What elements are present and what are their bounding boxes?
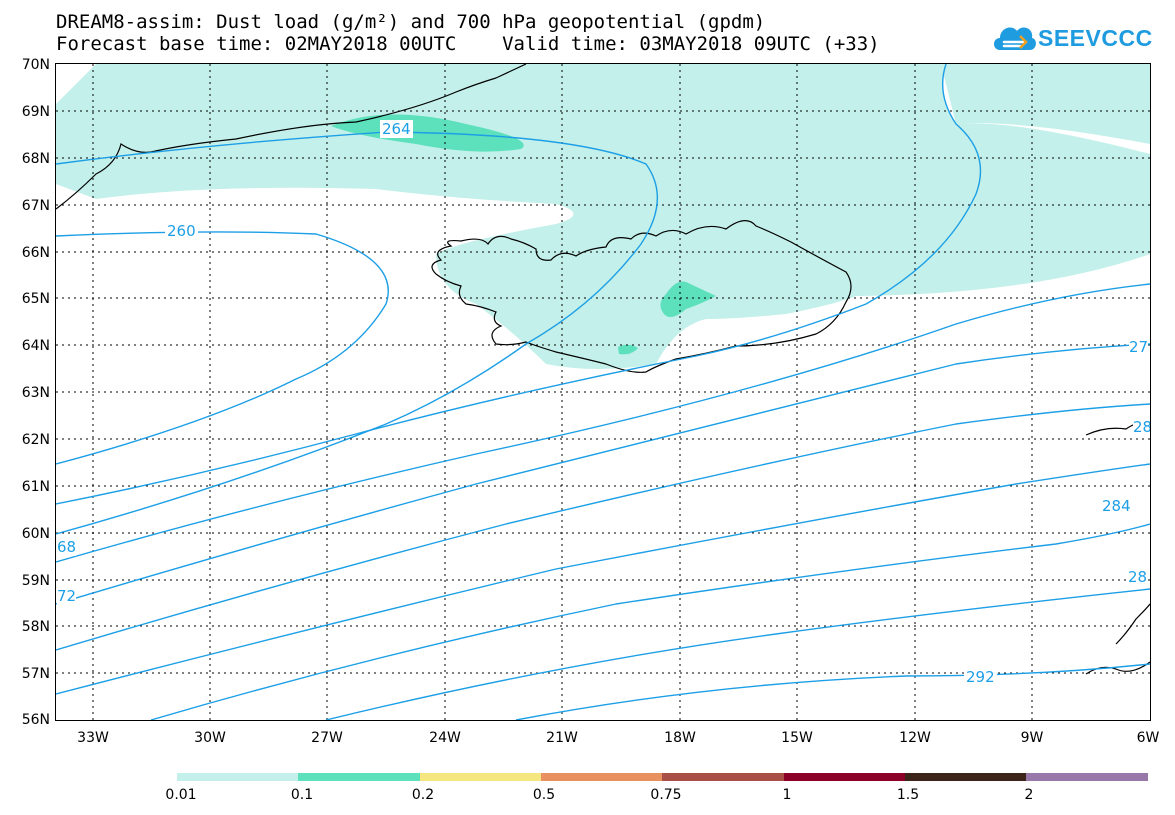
lat-label: 69N (21, 104, 50, 120)
lat-label: 63N (21, 385, 50, 401)
greenland-coast (56, 64, 527, 210)
legend-swatch (904, 773, 1027, 781)
chart-title: DREAM8-assim: Dust load (g/m²) and 700 h… (56, 11, 766, 33)
lat-label: 66N (21, 245, 50, 261)
dust-load-map (56, 64, 1150, 720)
legend-label: 0.2 (411, 787, 435, 803)
contour-label-28-top: 28 (1133, 418, 1150, 436)
contour-label-284: 284 (1100, 497, 1133, 515)
lon-label: 9W (1020, 730, 1044, 746)
geopotential-contours (56, 64, 1150, 720)
dust-light-area (56, 64, 1150, 369)
lat-label: 65N (21, 291, 50, 307)
legend-label: 0.1 (290, 787, 314, 803)
lon-label: 18W (664, 730, 696, 746)
legend-label: 1 (782, 787, 792, 803)
forecast-time-subtitle: Forecast base time: 02MAY2018 00UTC Vali… (56, 33, 880, 55)
legend-label: 2 (1024, 787, 1034, 803)
contour-label-68: 68 (57, 538, 77, 556)
contour-label-264: 264 (380, 120, 413, 138)
lon-label: 27W (311, 730, 343, 746)
legend-swatch (540, 773, 663, 781)
lat-label: 58N (21, 619, 50, 635)
legend-label: 0.5 (532, 787, 556, 803)
cloud-logo-icon (994, 27, 1036, 50)
contour-label-27: 27 (1129, 338, 1149, 356)
graticule (56, 64, 1150, 720)
lat-label: 61N (21, 479, 50, 495)
lon-label: 6W (1136, 730, 1160, 746)
lat-label: 67N (21, 198, 50, 214)
contour-label-292: 292 (964, 668, 997, 686)
lon-label: 15W (781, 730, 813, 746)
seevccc-logo: SEEVCCC (990, 18, 1160, 58)
logo-text: SEEVCCC (1038, 25, 1153, 51)
contour-label-260: 260 (165, 222, 198, 240)
lat-label: 70N (21, 57, 50, 73)
lat-label: 62N (21, 432, 50, 448)
legend-swatch (177, 773, 299, 781)
legend-label: 0.01 (165, 787, 197, 803)
lon-label: 21W (546, 730, 578, 746)
legend-swatch (298, 773, 421, 781)
legend-swatch (662, 773, 784, 781)
legend-label: 1.5 (896, 787, 920, 803)
contour-label-72: 72 (57, 587, 77, 605)
map-frame (55, 63, 1151, 721)
lon-label: 33W (77, 730, 109, 746)
lat-label: 59N (21, 573, 50, 589)
lat-label: 57N (21, 666, 50, 682)
legend-swatch (1026, 773, 1148, 781)
coastline (56, 64, 1150, 675)
lat-label: 64N (21, 338, 50, 354)
lat-label: 68N (21, 151, 50, 167)
legend-label: 0.75 (650, 787, 682, 803)
lat-label: 60N (21, 526, 50, 542)
legend-swatch (419, 773, 542, 781)
lon-label: 24W (429, 730, 461, 746)
iceland-coast (431, 220, 852, 373)
legend-swatch (783, 773, 906, 781)
contour-label-28-bottom: 28 (1128, 568, 1148, 586)
lat-label: 56N (21, 712, 50, 728)
lon-label: 12W (899, 730, 931, 746)
lon-label: 30W (194, 730, 226, 746)
